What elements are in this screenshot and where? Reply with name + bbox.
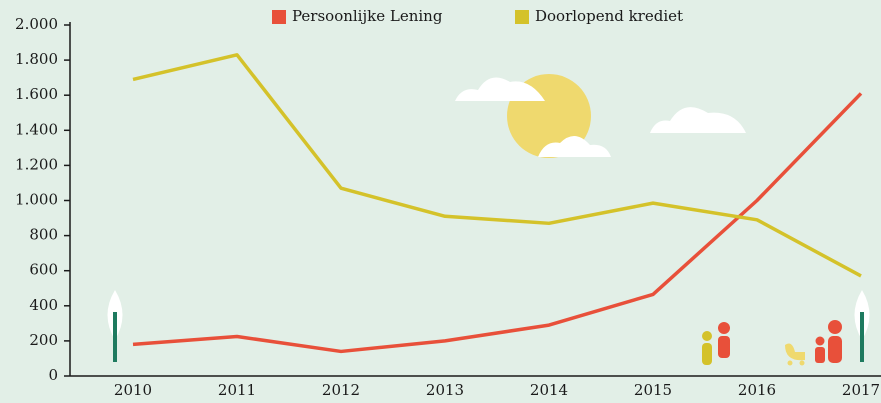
x-tick-label: 2017 bbox=[842, 381, 880, 399]
x-tick-label: 2012 bbox=[322, 381, 360, 399]
y-tick-label: 600 bbox=[29, 261, 58, 279]
y-tick-label: 0 bbox=[48, 366, 58, 384]
y-tick-label: 400 bbox=[29, 296, 58, 314]
legend-label: Persoonlijke Lening bbox=[292, 7, 443, 25]
y-tick-label: 1.200 bbox=[15, 155, 58, 173]
y-tick-label: 2.000 bbox=[15, 15, 58, 33]
chart: 0 200 400 600 800 1.000 1.200 1.400 1.600 1.800 2.… bbox=[0, 0, 881, 403]
x-tick-label: 2014 bbox=[530, 381, 568, 399]
x-tick-label: 2010 bbox=[114, 381, 152, 399]
x-tick-label: 2013 bbox=[426, 381, 464, 399]
y-tick-label: 200 bbox=[29, 331, 58, 349]
y-tick-label: 1.600 bbox=[15, 85, 58, 103]
y-tick-label: 800 bbox=[29, 226, 58, 244]
y-tick-label: 1.000 bbox=[15, 191, 58, 209]
x-tick-label: 2016 bbox=[738, 381, 776, 399]
legend-swatch bbox=[515, 10, 529, 24]
y-tick-label: 1.400 bbox=[15, 120, 58, 138]
x-tick-label: 2015 bbox=[634, 381, 672, 399]
x-tick-label: 2011 bbox=[218, 381, 256, 399]
legend-label: Doorlopend krediet bbox=[535, 7, 683, 25]
page: {"chart_data": {"type": "line", "categor… bbox=[0, 0, 881, 403]
legend-swatch bbox=[272, 10, 286, 24]
y-tick-label: 1.800 bbox=[15, 50, 58, 68]
